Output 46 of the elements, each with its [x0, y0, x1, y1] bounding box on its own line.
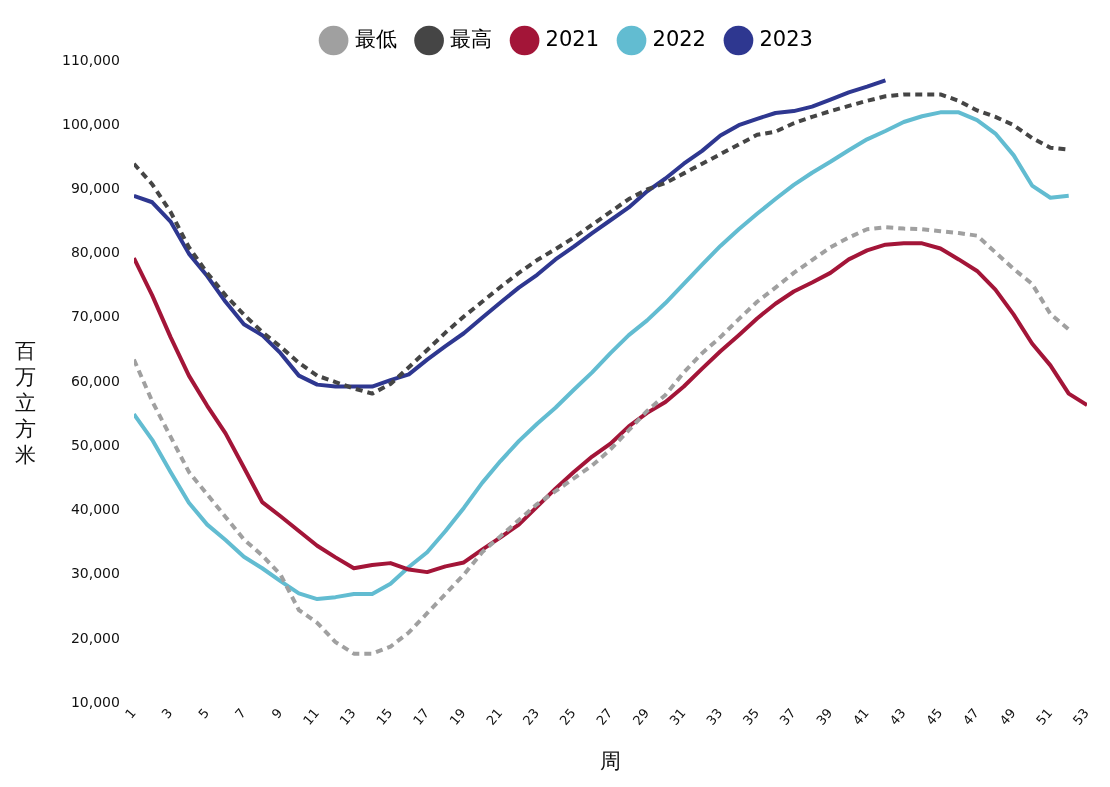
x-tick-label: 13 — [336, 705, 359, 728]
x-tick-label: 21 — [483, 705, 506, 728]
y-tick-label: 100,000 — [61, 115, 120, 132]
x-tick-label: 19 — [446, 705, 469, 728]
x-tick-label: 5 — [195, 705, 213, 722]
x-tick-label: 9 — [268, 705, 286, 722]
line-series — [133, 225, 1071, 656]
x-tick-label: 53 — [1069, 705, 1092, 728]
y-tick-label: 90,000 — [70, 180, 120, 197]
y-tick-label: 110,000 — [61, 51, 120, 68]
x-tick-label: 7 — [231, 705, 249, 722]
x-tick-label: 47 — [959, 705, 982, 728]
y-tick-label: 20,000 — [70, 629, 120, 646]
x-tick-label: 49 — [996, 705, 1019, 728]
x-tick-label: 17 — [409, 705, 433, 728]
x-tick-label: 39 — [813, 705, 836, 728]
legend-label: 最低 — [354, 26, 397, 51]
x-tick-label: 11 — [299, 705, 323, 728]
x-tick-label: 41 — [849, 705, 872, 728]
y-tick-label: 40,000 — [70, 501, 120, 518]
legend-label: 2023 — [759, 26, 813, 51]
y-tick-label: 60,000 — [70, 372, 120, 389]
y-tick-label: 50,000 — [70, 436, 120, 453]
x-tick-label: 33 — [703, 705, 726, 728]
x-tick-label: 15 — [373, 705, 396, 728]
x-tick-label: 27 — [593, 705, 616, 728]
y-tick-label: 70,000 — [70, 308, 120, 325]
x-axis-title: 周 — [599, 748, 621, 773]
y-tick-label: 80,000 — [70, 244, 120, 261]
x-tick-label: 51 — [1033, 705, 1056, 728]
x-tick-label: 37 — [776, 705, 799, 728]
x-tick-label: 31 — [666, 705, 689, 728]
y-tick-label: 10,000 — [70, 693, 120, 710]
x-tick-label: 29 — [629, 705, 653, 728]
x-tick-label: 35 — [739, 705, 762, 728]
y-axis-title: 百万立方米 — [13, 338, 37, 468]
x-tick-label: 3 — [158, 705, 176, 722]
x-tick-label: 45 — [923, 705, 946, 728]
x-tick-label: 43 — [886, 705, 909, 728]
y-tick-label: 30,000 — [70, 565, 120, 582]
x-tick-label: 23 — [519, 705, 543, 728]
x-tick-label: 25 — [556, 705, 579, 728]
legend-label: 2021 — [545, 26, 600, 51]
legend-label: 2022 — [652, 26, 706, 51]
legend-label: 最高 — [450, 26, 493, 51]
x-tick-label: 1 — [121, 705, 139, 722]
